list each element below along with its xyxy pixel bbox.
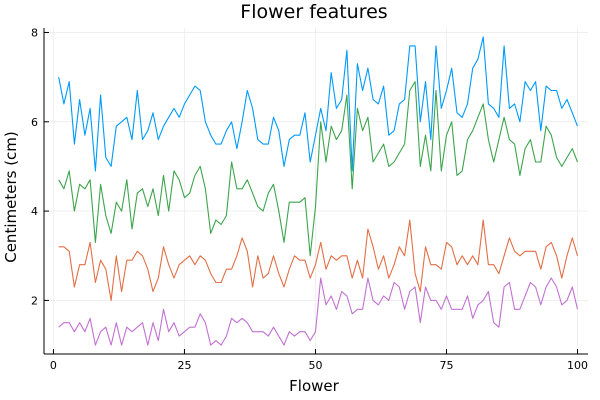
y-tick-label: 4 bbox=[31, 205, 38, 218]
x-tick-label: 0 bbox=[50, 359, 57, 372]
series-line-2 bbox=[58, 219, 579, 301]
tick-labels: 0 25 50 75 100 2 4 6 8 bbox=[31, 26, 588, 372]
x-tick-label: 75 bbox=[439, 359, 453, 372]
x-tick-label: 50 bbox=[308, 359, 322, 372]
y-tick-label: 6 bbox=[31, 116, 38, 129]
series-group bbox=[58, 36, 579, 346]
x-axis-label: Flower bbox=[289, 377, 339, 395]
y-tick-label: 8 bbox=[31, 26, 38, 39]
series-line-1 bbox=[58, 36, 579, 172]
y-axis-label: Centimeters (cm) bbox=[2, 131, 20, 263]
series-line-3 bbox=[58, 81, 579, 257]
y-tick-label: 2 bbox=[31, 294, 38, 307]
series-line-4 bbox=[58, 277, 579, 346]
axes bbox=[43, 28, 588, 355]
x-tick-label: 25 bbox=[177, 359, 191, 372]
x-tick-label: 100 bbox=[567, 359, 588, 372]
chart-title: Flower features bbox=[240, 1, 387, 23]
